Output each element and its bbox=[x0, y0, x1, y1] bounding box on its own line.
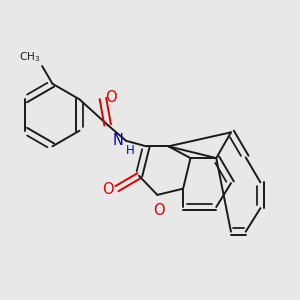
Text: H: H bbox=[126, 145, 135, 158]
Text: O: O bbox=[102, 182, 114, 197]
Text: O: O bbox=[105, 90, 116, 105]
Text: O: O bbox=[153, 203, 165, 218]
Text: CH$_3$: CH$_3$ bbox=[19, 50, 40, 64]
Text: N: N bbox=[113, 133, 124, 148]
